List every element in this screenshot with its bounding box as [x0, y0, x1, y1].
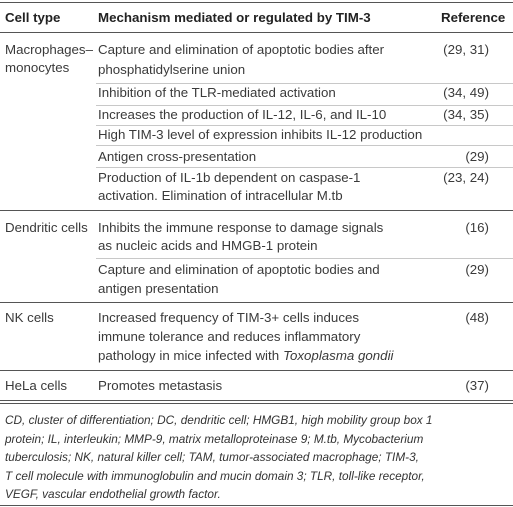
mechanism: immune tolerance and reduces inflammator… [98, 329, 361, 344]
mechanism: Inhibits the immune response to damage s… [98, 220, 384, 235]
reference: (29) [465, 262, 489, 277]
cell-type: NK cells [5, 310, 54, 325]
reference: (16) [465, 220, 489, 235]
reference: (29, 31) [443, 42, 489, 57]
footnote: T cell molecule with immunoglobulin and … [5, 468, 425, 483]
header-cell: Reference [441, 10, 506, 25]
footnote: CD, cluster of differentiation; DC, dend… [5, 413, 433, 427]
rule [96, 167, 513, 168]
mechanism: Increases the production of IL-12, IL-6,… [98, 107, 387, 122]
mechanism: Increased frequency of TIM-3+ cells indu… [98, 310, 360, 325]
rule [96, 83, 513, 84]
header-cell: Cell type [5, 10, 61, 25]
rule [0, 2, 513, 3]
rule [0, 302, 513, 303]
header-cell: Mechanism mediated or regulated by TIM-3 [98, 10, 371, 25]
rule [96, 145, 513, 146]
cell-type: monocytes [5, 60, 70, 75]
mechanism: as nucleic acids and HMGB-1 protein [98, 238, 318, 253]
reference: (29) [465, 149, 489, 164]
mechanism: Production of IL-1b dependent on caspase… [98, 170, 361, 185]
rule [96, 105, 513, 106]
reference: (48) [465, 310, 489, 325]
mechanism: activation. Elimination of intracellular… [98, 188, 343, 203]
mechanism: Promotes metastasis [98, 378, 223, 393]
reference: (34, 49) [443, 85, 489, 100]
rule [0, 32, 513, 33]
mechanism: antigen presentation [98, 281, 219, 296]
rule [96, 125, 513, 126]
rule [0, 400, 513, 401]
footnote: VEGF, vascular endothelial growth factor… [5, 487, 221, 501]
footnote: tuberculosis; NK, natural killer cell; T… [5, 450, 419, 464]
mechanism: phosphatidylserine union [98, 62, 246, 77]
rule [0, 403, 513, 404]
rule [0, 370, 513, 371]
mechanism: High TIM-3 level of expression inhibits … [98, 127, 423, 142]
reference: (23, 24) [443, 170, 489, 185]
cell-type: Dendritic cells [5, 220, 88, 235]
cell-type: Macrophages– [5, 42, 93, 57]
mechanism: pathology in mice infected with Toxoplasm… [98, 348, 394, 363]
rule [0, 210, 513, 211]
mechanism: Capture and elimination of apoptotic bod… [98, 262, 380, 277]
mechanism: Capture and elimination of apoptotic bod… [98, 42, 385, 57]
footnote: protein; IL, interleukin; MMP-9, matrix … [5, 431, 424, 446]
rule [0, 505, 513, 506]
mechanism: Antigen cross-presentation [98, 149, 257, 164]
cell-type: HeLa cells [5, 378, 68, 393]
reference: (37) [465, 378, 489, 393]
mechanism: Inhibition of the TLR-mediated activatio… [98, 85, 336, 100]
rule [96, 258, 513, 259]
reference: (34, 35) [443, 107, 489, 122]
species-name: Toxoplasma gondii [283, 348, 394, 363]
